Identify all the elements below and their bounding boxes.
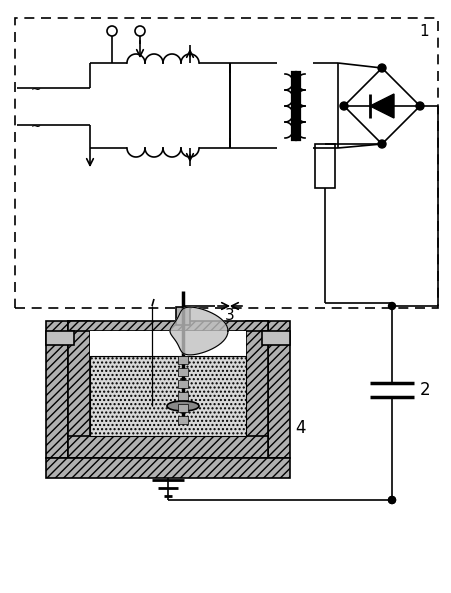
Bar xyxy=(178,380,188,388)
Bar xyxy=(246,321,268,458)
Bar xyxy=(46,331,74,345)
Circle shape xyxy=(416,102,424,110)
Polygon shape xyxy=(170,307,228,355)
Text: 2: 2 xyxy=(420,381,431,399)
Bar xyxy=(90,331,246,356)
Bar xyxy=(268,321,290,458)
Text: 3: 3 xyxy=(225,308,235,323)
Text: $\sim$: $\sim$ xyxy=(28,119,42,132)
Text: $\sim$: $\sim$ xyxy=(28,81,42,94)
Bar xyxy=(178,392,188,400)
Polygon shape xyxy=(370,94,394,118)
Bar xyxy=(46,458,290,478)
Bar xyxy=(178,368,188,376)
Bar xyxy=(68,436,268,458)
Circle shape xyxy=(388,302,396,310)
Bar xyxy=(46,321,68,458)
Circle shape xyxy=(378,64,386,72)
Bar xyxy=(262,331,290,345)
Bar xyxy=(178,404,188,412)
Bar xyxy=(178,356,188,364)
Bar xyxy=(68,321,268,331)
Bar xyxy=(176,307,190,325)
Bar xyxy=(68,321,90,458)
Bar xyxy=(15,18,438,308)
Circle shape xyxy=(340,102,348,110)
Circle shape xyxy=(388,496,396,503)
Bar xyxy=(90,356,246,436)
Text: 4: 4 xyxy=(295,419,305,437)
Text: 1: 1 xyxy=(419,24,429,40)
Bar xyxy=(315,144,335,188)
Bar xyxy=(178,416,188,424)
Circle shape xyxy=(388,496,396,503)
Circle shape xyxy=(378,140,386,148)
Ellipse shape xyxy=(167,401,199,411)
